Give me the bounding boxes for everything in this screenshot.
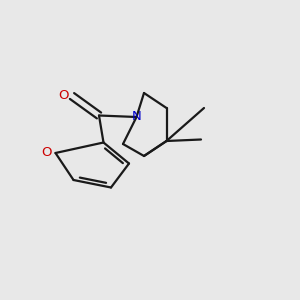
Text: O: O — [58, 88, 69, 102]
Text: O: O — [41, 146, 52, 160]
Text: N: N — [132, 110, 141, 124]
